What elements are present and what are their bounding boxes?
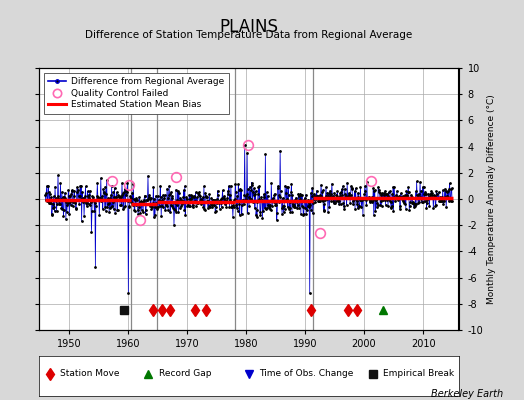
Y-axis label: Monthly Temperature Anomaly Difference (°C): Monthly Temperature Anomaly Difference (… [487, 94, 496, 304]
Text: Empirical Break: Empirical Break [383, 370, 454, 378]
Text: PLAINS: PLAINS [220, 18, 278, 36]
Text: Berkeley Earth: Berkeley Earth [431, 389, 503, 399]
Legend: Difference from Regional Average, Quality Control Failed, Estimated Station Mean: Difference from Regional Average, Qualit… [44, 72, 228, 114]
Text: Station Move: Station Move [60, 370, 120, 378]
Text: Difference of Station Temperature Data from Regional Average: Difference of Station Temperature Data f… [85, 30, 412, 40]
Text: Time of Obs. Change: Time of Obs. Change [259, 370, 354, 378]
Text: Record Gap: Record Gap [159, 370, 211, 378]
